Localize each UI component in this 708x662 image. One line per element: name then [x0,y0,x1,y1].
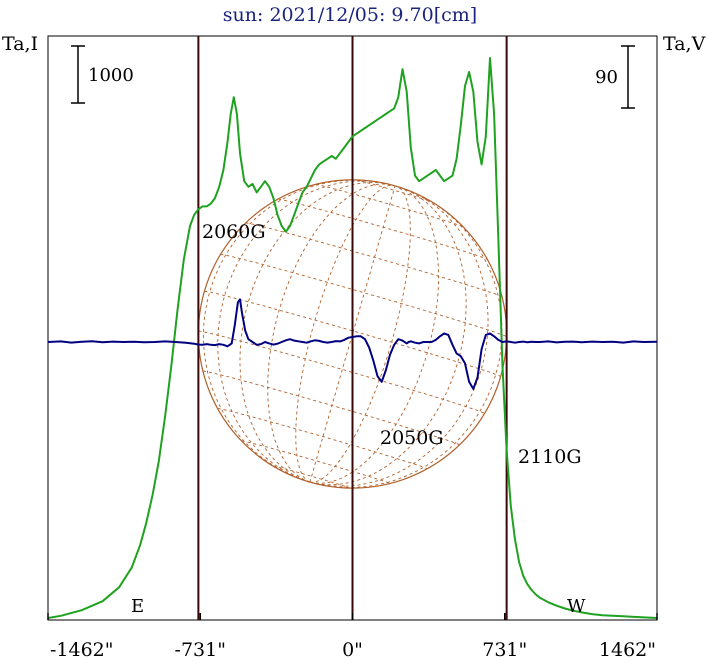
west-limb-label: W [567,596,586,617]
x-axis-ticks: -1462" -731" 0" 731" 1462" [47,613,658,661]
parallel-line [220,253,507,338]
x-tick-label: 731" [482,639,527,661]
parallel-line [315,183,464,228]
meridian-line [309,187,489,487]
polarization-series-line [47,298,658,390]
chart-title: sun: 2021/12/05: 9.70[cm] [223,4,477,26]
series-lines [47,57,658,619]
annotation-2110g: 2110G [518,446,582,468]
x-tick-label: -1462" [50,639,114,661]
annotation-2060g: 2060G [202,221,266,243]
meridian-line [295,184,394,483]
meridian-line [309,190,503,488]
parallel-line [245,222,503,298]
right-scale-bar-label: 90 [595,67,618,88]
meridian-line [239,181,390,483]
parallel-line [198,330,485,414]
annotation-2050g: 2050G [380,427,444,449]
intensity-series-line [47,57,658,619]
left-axis-label: Ta,I [2,33,38,55]
right-scale-bar [621,45,635,109]
parallel-line [203,370,460,446]
parallel-line [272,465,351,489]
meridian-line [217,180,389,483]
x-tick-label: -731" [175,639,226,661]
right-axis-label: Ta,V [663,33,706,55]
plot-frame [47,35,658,621]
meridian-line [267,183,392,483]
parallel-line [278,198,488,260]
left-scale-bar-label: 1000 [88,65,134,86]
east-limb-label: E [131,596,144,617]
meridian-line [309,186,411,483]
parallel-line [241,440,391,484]
x-tick-label: 0" [342,639,363,661]
parallel-line [355,179,433,203]
left-scale-bar [71,45,85,104]
parallel-line [217,408,428,470]
x-tick-label: 1462" [599,639,656,661]
meridian-line [309,187,467,486]
